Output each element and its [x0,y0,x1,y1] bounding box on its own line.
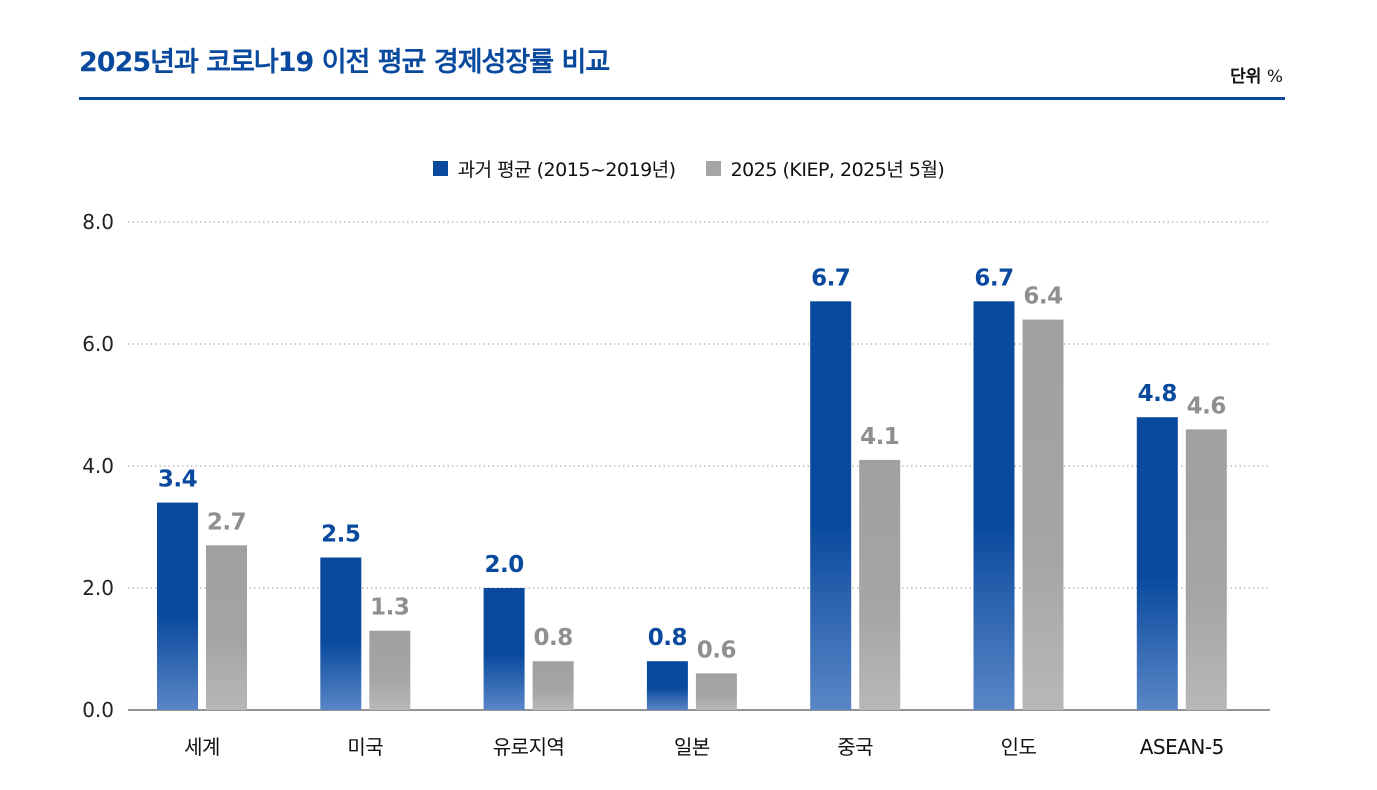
data-label-series2: 0.6 [697,637,736,663]
data-label-series1: 4.8 [1138,381,1177,407]
legend-item-series1: 과거 평균 (2015~2019년) [432,155,676,182]
bar-series2 [695,673,737,710]
bar-series2 [1022,319,1064,710]
bar-series1 [320,557,362,710]
y-tick-label: 2.0 [82,576,114,600]
data-label-series1: 6.7 [811,265,850,291]
bar-series1 [646,661,688,710]
value-labels: 3.4 2.7 2.5 1.3 2.0 0.8 0.8 0.6 6.7 4.1 6.7 6.4 4.8 4… [158,265,1227,663]
bar-series1 [810,301,852,710]
data-label-series1: 3.4 [158,467,197,493]
grid-lines [128,221,1270,589]
data-label-series2: 4.1 [860,424,899,450]
data-label-series2: 4.6 [1187,393,1226,419]
x-tick-label: 중국 [837,735,873,759]
bar-series2 [206,545,247,710]
legend-swatch-series1 [432,161,448,176]
title-divider [79,97,1285,100]
bar-series2 [532,661,574,710]
y-tick-label: 8.0 [82,210,114,234]
unit-label: 단위 [1230,67,1262,87]
bar-series2 [369,630,411,710]
x-axis: 세계 미국 유로지역 일본 중국 인도 ASEAN-5 [184,735,1224,759]
unit-note: 단위 % [1230,62,1283,87]
legend-label-series2: 2025 (KIEP, 2025년 5월) [730,159,945,181]
data-label-series1: 2.5 [321,522,360,548]
data-label-series1: 2.0 [484,552,523,578]
bar-series2 [859,459,901,710]
bar-series1 [1136,417,1178,710]
x-tick-label: 유로지역 [493,735,565,759]
x-tick-label: ASEAN-5 [1140,735,1224,759]
x-tick-label: 미국 [347,735,383,759]
data-label-series2: 6.4 [1023,284,1062,310]
bar-series2 [1185,429,1227,710]
legend-label-series1: 과거 평균 (2015~2019년) [457,159,676,181]
x-tick-label: 일본 [674,735,710,759]
bar-series1 [483,588,525,710]
data-label-series2: 1.3 [370,595,409,621]
legend-item-series2: 2025 (KIEP, 2025년 5월) [705,155,945,182]
data-label-series2: 2.7 [207,509,246,535]
x-tick-label: 인도 [1001,735,1037,759]
bar-series1 [157,502,198,710]
bars [157,301,1227,710]
bar-series1 [973,301,1015,710]
data-label-series2: 0.8 [533,625,572,651]
unit-value: % [1266,67,1283,87]
x-tick-label: 세계 [184,735,220,759]
chart-legend: 과거 평균 (2015~2019년) 2025 (KIEP, 2025년 5월) [0,155,1377,182]
y-tick-label: 4.0 [82,454,114,478]
chart-title: 2025년과 코로나19 이전 평균 경제성장률 비교 [79,47,610,78]
data-label-series1: 6.7 [974,265,1013,291]
y-tick-label: 6.0 [82,332,114,356]
legend-swatch-series2 [705,161,721,176]
y-tick-label: 0.0 [82,698,114,722]
data-label-series1: 0.8 [648,625,687,651]
